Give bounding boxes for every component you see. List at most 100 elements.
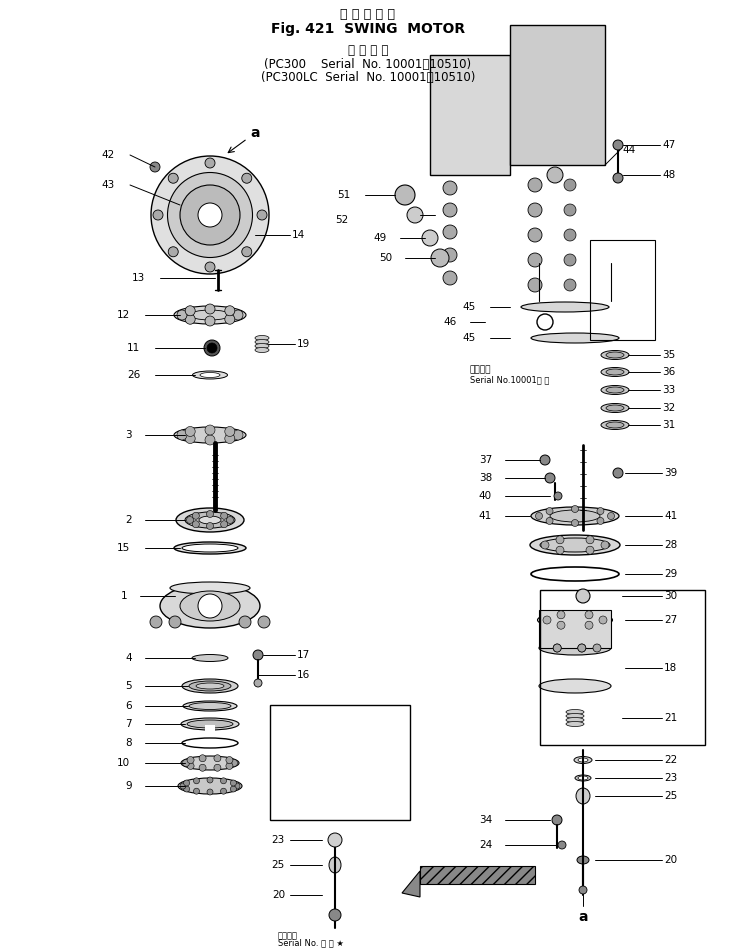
Circle shape xyxy=(205,316,215,326)
Text: 45: 45 xyxy=(463,333,476,343)
Circle shape xyxy=(205,304,215,314)
Text: 9: 9 xyxy=(125,781,132,791)
Circle shape xyxy=(187,762,194,770)
Circle shape xyxy=(169,247,178,257)
Circle shape xyxy=(198,594,222,618)
Text: 4: 4 xyxy=(125,653,132,663)
Bar xyxy=(420,866,535,884)
Ellipse shape xyxy=(192,655,228,661)
Circle shape xyxy=(443,248,457,262)
Bar xyxy=(205,725,215,737)
Text: 20: 20 xyxy=(272,890,285,900)
Bar xyxy=(539,610,611,648)
Circle shape xyxy=(183,759,189,767)
Ellipse shape xyxy=(174,542,246,554)
Ellipse shape xyxy=(190,310,230,320)
Ellipse shape xyxy=(189,702,231,710)
Ellipse shape xyxy=(187,720,233,728)
Text: 39: 39 xyxy=(664,468,677,478)
Circle shape xyxy=(578,644,586,652)
Circle shape xyxy=(546,508,553,514)
Ellipse shape xyxy=(606,352,624,358)
Text: 36: 36 xyxy=(662,367,675,377)
Circle shape xyxy=(407,207,423,223)
Text: 43: 43 xyxy=(102,180,115,190)
Text: 7: 7 xyxy=(125,719,132,729)
Circle shape xyxy=(192,512,199,519)
Circle shape xyxy=(528,253,542,267)
Circle shape xyxy=(221,789,227,794)
Ellipse shape xyxy=(606,405,624,411)
Circle shape xyxy=(199,764,206,772)
Circle shape xyxy=(233,430,243,440)
Circle shape xyxy=(552,815,562,825)
Text: 25: 25 xyxy=(664,791,677,801)
Ellipse shape xyxy=(189,681,231,691)
Ellipse shape xyxy=(566,721,584,727)
Ellipse shape xyxy=(174,427,246,443)
Circle shape xyxy=(185,306,195,316)
Ellipse shape xyxy=(578,776,588,780)
Circle shape xyxy=(599,616,607,624)
Text: 21: 21 xyxy=(664,713,677,723)
Circle shape xyxy=(554,492,562,500)
Circle shape xyxy=(241,174,252,183)
Circle shape xyxy=(597,508,604,514)
Circle shape xyxy=(221,512,227,519)
Text: 50: 50 xyxy=(379,253,392,263)
Text: 28: 28 xyxy=(664,540,677,550)
Circle shape xyxy=(153,210,163,220)
Ellipse shape xyxy=(577,856,589,864)
Text: 32: 32 xyxy=(662,403,675,413)
Ellipse shape xyxy=(185,512,235,528)
Circle shape xyxy=(558,841,566,849)
Text: 24: 24 xyxy=(478,840,492,850)
Circle shape xyxy=(253,650,263,660)
Circle shape xyxy=(593,644,601,652)
Circle shape xyxy=(564,204,576,216)
Text: 44: 44 xyxy=(622,145,635,155)
Bar xyxy=(540,590,705,745)
Circle shape xyxy=(528,278,542,292)
Circle shape xyxy=(556,536,564,544)
Circle shape xyxy=(150,616,162,628)
Ellipse shape xyxy=(178,778,242,794)
Ellipse shape xyxy=(200,373,220,378)
Text: 1: 1 xyxy=(121,591,127,601)
Ellipse shape xyxy=(151,156,269,274)
Text: 41: 41 xyxy=(478,511,492,521)
Ellipse shape xyxy=(160,584,260,628)
Text: 19: 19 xyxy=(297,339,311,349)
Bar xyxy=(430,55,510,175)
Circle shape xyxy=(571,506,578,512)
Ellipse shape xyxy=(183,701,237,711)
Circle shape xyxy=(556,547,564,554)
Circle shape xyxy=(214,754,221,762)
Circle shape xyxy=(597,517,604,525)
Circle shape xyxy=(224,426,235,437)
Ellipse shape xyxy=(566,710,584,715)
Circle shape xyxy=(254,679,262,687)
Circle shape xyxy=(443,225,457,239)
Circle shape xyxy=(198,203,222,227)
Circle shape xyxy=(241,247,252,257)
Text: 51: 51 xyxy=(337,190,350,200)
Circle shape xyxy=(185,434,195,443)
Circle shape xyxy=(204,340,220,356)
Ellipse shape xyxy=(566,714,584,718)
Ellipse shape xyxy=(329,857,341,873)
Circle shape xyxy=(169,174,178,183)
Circle shape xyxy=(528,203,542,217)
Circle shape xyxy=(564,254,576,266)
Ellipse shape xyxy=(255,336,269,341)
Circle shape xyxy=(207,511,213,517)
Ellipse shape xyxy=(540,538,610,552)
Circle shape xyxy=(557,611,565,619)
Text: 33: 33 xyxy=(662,385,675,395)
Circle shape xyxy=(177,310,187,320)
Text: 27: 27 xyxy=(664,615,677,625)
Ellipse shape xyxy=(578,758,588,762)
Ellipse shape xyxy=(199,516,221,524)
Ellipse shape xyxy=(551,615,599,625)
Circle shape xyxy=(536,512,542,519)
